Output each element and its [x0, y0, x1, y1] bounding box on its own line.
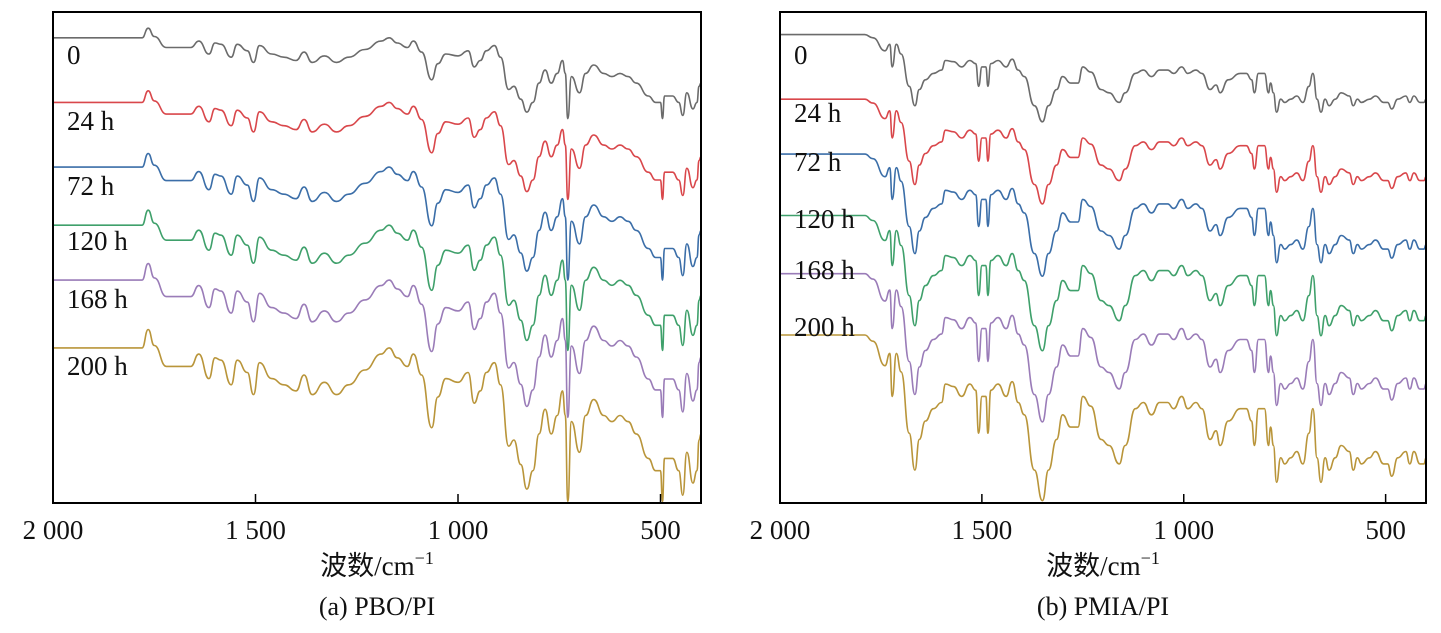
panel-caption: (a) PBO/PI: [319, 592, 435, 621]
x-tick-label: 500: [1365, 515, 1406, 545]
x-tick-label: 2 000: [750, 515, 811, 545]
x-tick-label: 1 500: [952, 515, 1013, 545]
series-label: 200 h: [794, 312, 855, 342]
series-line-0: [780, 33, 1426, 123]
series-line-120-h: [780, 214, 1426, 352]
x-tick-label: 2 000: [23, 515, 84, 545]
series-label: 120 h: [794, 204, 855, 234]
series-line-200-h: [53, 328, 701, 503]
x-tick-label: 1 500: [225, 515, 286, 545]
series-label: 0: [794, 40, 808, 70]
x-tick-label: 1 000: [428, 515, 489, 545]
x-tick-label: 500: [640, 515, 681, 545]
series-label: 200 h: [67, 351, 128, 381]
series-label: 24 h: [67, 106, 115, 136]
series-label: 168 h: [794, 255, 855, 285]
chart-panel-b: 0 24 h 72 h 120 h 168 h 200 h 2 000 1 500 1 000 5…: [750, 11, 1427, 621]
chart-panel-a: 0 24 h 72 h 120 h 168 h 200 h 2 000 1 500 1 000 5…: [23, 11, 702, 621]
x-axis-title: 波数/cm−1: [1046, 548, 1160, 581]
series-line-24-h: [53, 90, 701, 201]
plot-frame: [52, 11, 702, 504]
series-line-72-h: [53, 152, 701, 281]
series-line-200-h: [780, 334, 1426, 502]
x-tick-label: 1 000: [1153, 515, 1214, 545]
series-label: 24 h: [794, 98, 842, 128]
series-label: 72 h: [67, 171, 115, 201]
x-axis-title-text: 波数/cm: [320, 551, 415, 581]
series-label: 72 h: [794, 147, 842, 177]
series-label: 0: [67, 40, 81, 70]
plot-area: [53, 27, 701, 503]
x-axis-title-superscript: −1: [415, 548, 434, 568]
series-line-168-h: [780, 272, 1426, 423]
x-axis-title-text: 波数/cm: [1046, 551, 1141, 581]
series-line-120-h: [53, 209, 701, 352]
series-line-72-h: [780, 153, 1426, 277]
series-label: 120 h: [67, 226, 128, 256]
plot-frame: [779, 11, 1427, 504]
series-line-168-h: [53, 262, 701, 419]
x-axis-title: 波数/cm−1: [320, 548, 434, 581]
series-line-0: [53, 27, 701, 120]
panel-caption: (b) PMIA/PI: [1037, 592, 1169, 621]
series-line-24-h: [780, 98, 1426, 205]
x-axis-title-superscript: −1: [1141, 548, 1160, 568]
plot-area: [780, 33, 1426, 502]
series-label: 168 h: [67, 284, 128, 314]
